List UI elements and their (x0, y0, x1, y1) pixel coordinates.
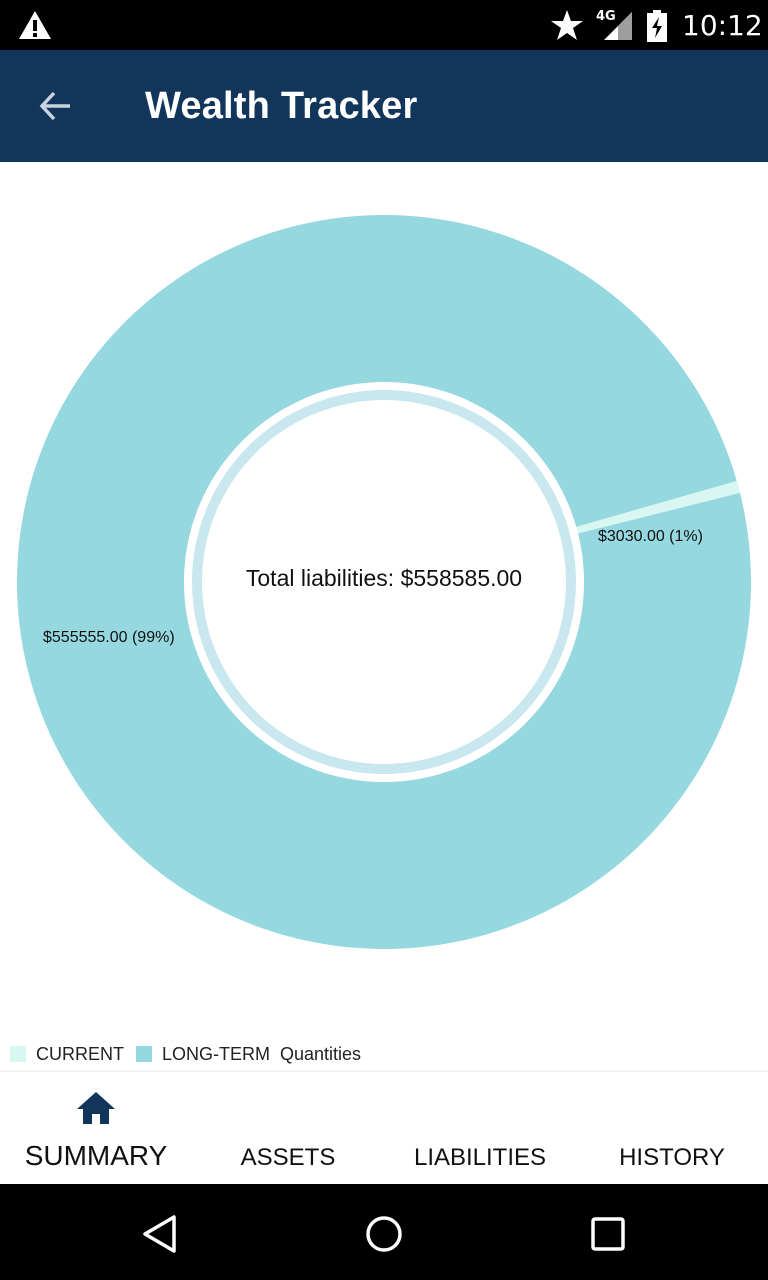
tab-history[interactable]: HISTORY (576, 1072, 768, 1186)
tab-history-label: HISTORY (619, 1144, 725, 1171)
donut-slice-current[interactable] (576, 480, 741, 534)
donut-slice-long-term[interactable] (16, 214, 752, 949)
chart-area: Total liabilities: $558585.00 $3030.00 (… (0, 162, 768, 1042)
network-type-label: 4G (596, 9, 616, 24)
tab-assets[interactable]: ASSETS (192, 1072, 384, 1186)
donut-hole (202, 400, 566, 764)
tab-summary[interactable]: SUMMARY (0, 1072, 192, 1186)
tab-liabilities[interactable]: LIABILITIES (384, 1072, 576, 1186)
page-title: Wealth Tracker (145, 85, 418, 127)
chart-center-label: Total liabilities: $558585.00 (245, 565, 523, 591)
arrow-back-icon (39, 91, 70, 121)
back-triangle-icon[interactable] (138, 1212, 182, 1256)
clock-time: 10:12 (682, 9, 763, 42)
tab-liabilities-label: LIABILITIES (413, 1144, 547, 1171)
warning-icon (19, 11, 51, 39)
back-button[interactable] (26, 76, 86, 136)
slice-label-current: $3030.00 (1%) (598, 528, 703, 545)
slice-label-longterm: $555555.00 (99%) (43, 629, 175, 646)
legend-label-current: CURRENT (36, 1043, 124, 1064)
battery-charging-icon (647, 10, 667, 42)
tab-assets-label: ASSETS (240, 1144, 336, 1171)
legend-item-current: CURRENT (10, 1044, 124, 1065)
star-icon (551, 10, 583, 40)
donut-chart (16, 214, 752, 949)
legend-swatch-current (10, 1046, 26, 1062)
system-nav-bar (0, 1184, 768, 1280)
legend-label-longterm: LONG-TERM (162, 1043, 270, 1064)
legend-item-longterm: LONG-TERM (136, 1044, 270, 1065)
app-bar: Wealth Tracker (0, 50, 768, 162)
legend-caption: Quantities (280, 1043, 362, 1064)
status-bar: 4G 10:12 (0, 0, 768, 50)
bottom-navigation: SUMMARY ASSETS LIABILITIES HISTORY (0, 1070, 768, 1186)
tab-summary-label: SUMMARY (24, 1140, 168, 1171)
home-circle-icon[interactable] (362, 1212, 406, 1256)
signal-icon (604, 12, 632, 40)
chart-legend: CURRENT LONG-TERM Quantities (10, 1042, 361, 1066)
recents-square-icon[interactable] (586, 1212, 630, 1256)
legend-swatch-longterm (136, 1046, 152, 1062)
home-icon (77, 1092, 115, 1124)
